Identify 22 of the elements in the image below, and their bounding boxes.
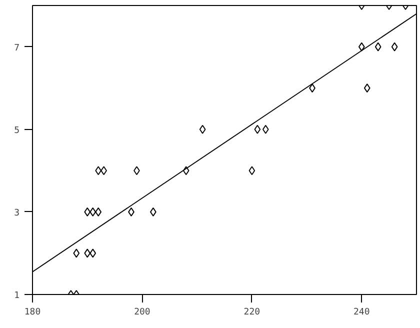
point <box>73 248 80 258</box>
point <box>364 84 370 93</box>
y-tick-label: 1 <box>14 291 20 301</box>
point <box>358 42 365 52</box>
y-tick-label: 7 <box>14 43 20 54</box>
point <box>90 248 96 258</box>
x-tick-label: 220 <box>244 308 260 318</box>
y-tick-label: 5 <box>14 126 20 136</box>
point <box>254 124 261 134</box>
x-tick-label: 240 <box>354 308 370 318</box>
point <box>182 166 190 176</box>
point <box>391 42 398 52</box>
point <box>262 124 269 134</box>
y-tick-label: 3 <box>14 208 20 218</box>
point <box>374 42 382 52</box>
point <box>84 207 91 216</box>
point <box>84 248 91 258</box>
point <box>248 166 256 176</box>
point <box>199 124 206 134</box>
x-tick-label: 200 <box>134 308 150 318</box>
point <box>90 207 96 216</box>
x-tick-label: 180 <box>24 308 41 318</box>
